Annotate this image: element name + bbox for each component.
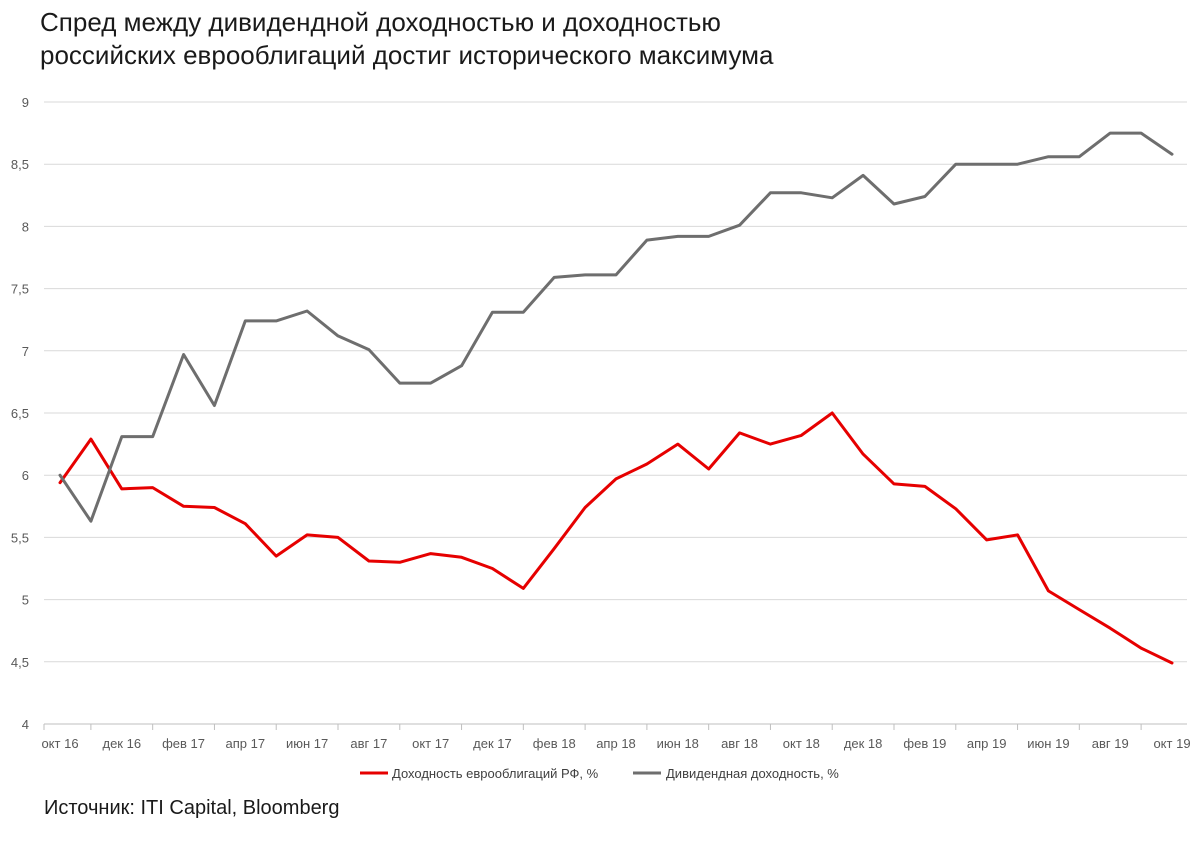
x-tick-label: окт 18 [783, 736, 820, 751]
x-tick-label: июн 19 [1027, 736, 1069, 751]
y-tick-label: 8 [22, 219, 29, 234]
chart-title-line-1: Спред между дивидендной доходностью и до… [40, 7, 721, 37]
x-tick-label: дек 16 [102, 736, 141, 751]
y-tick-label: 9 [22, 95, 29, 110]
x-tick-label: июн 18 [657, 736, 699, 751]
x-tick-label: апр 19 [967, 736, 1007, 751]
y-tick-label: 8,5 [11, 157, 29, 172]
y-tick-label: 7,5 [11, 282, 29, 297]
x-tick-label: окт 17 [412, 736, 449, 751]
series-line-dividend-yield [58, 131, 1174, 523]
y-tick-label: 5,5 [11, 530, 29, 545]
y-tick-label: 5 [22, 593, 29, 608]
legend-label: Доходность еврооблигаций РФ, % [392, 766, 599, 781]
x-tick-label: дек 17 [473, 736, 512, 751]
x-tick-label: июн 17 [286, 736, 328, 751]
y-tick-label: 7 [22, 344, 29, 359]
chart-title: Спред между дивидендной доходностью и до… [40, 6, 1180, 72]
y-tick-label: 4,5 [11, 655, 29, 670]
chart-title-line-2: российских еврооблигаций достиг историче… [40, 40, 774, 70]
x-tick-label: фев 17 [162, 736, 205, 751]
x-tick-label: авг 17 [350, 736, 387, 751]
legend-label: Дивидендная доходность, % [666, 766, 839, 781]
x-tick-label: авг 19 [1092, 736, 1129, 751]
y-tick-label: 6 [22, 468, 29, 483]
x-tick-label: фев 19 [903, 736, 946, 751]
x-tick-label: апр 17 [226, 736, 266, 751]
x-tick-label: апр 18 [596, 736, 636, 751]
x-tick-label: окт 16 [41, 736, 78, 751]
y-tick-label: 4 [22, 717, 29, 732]
x-tick-label: авг 18 [721, 736, 758, 751]
x-tick-label: дек 18 [844, 736, 883, 751]
x-tick-label: фев 18 [533, 736, 576, 751]
source-note: Источник: ITI Capital, Bloomberg [44, 797, 340, 819]
series-line-eurobond-yield [58, 411, 1174, 665]
x-tick-label: окт 19 [1153, 736, 1190, 751]
y-tick-label: 6,5 [11, 406, 29, 421]
